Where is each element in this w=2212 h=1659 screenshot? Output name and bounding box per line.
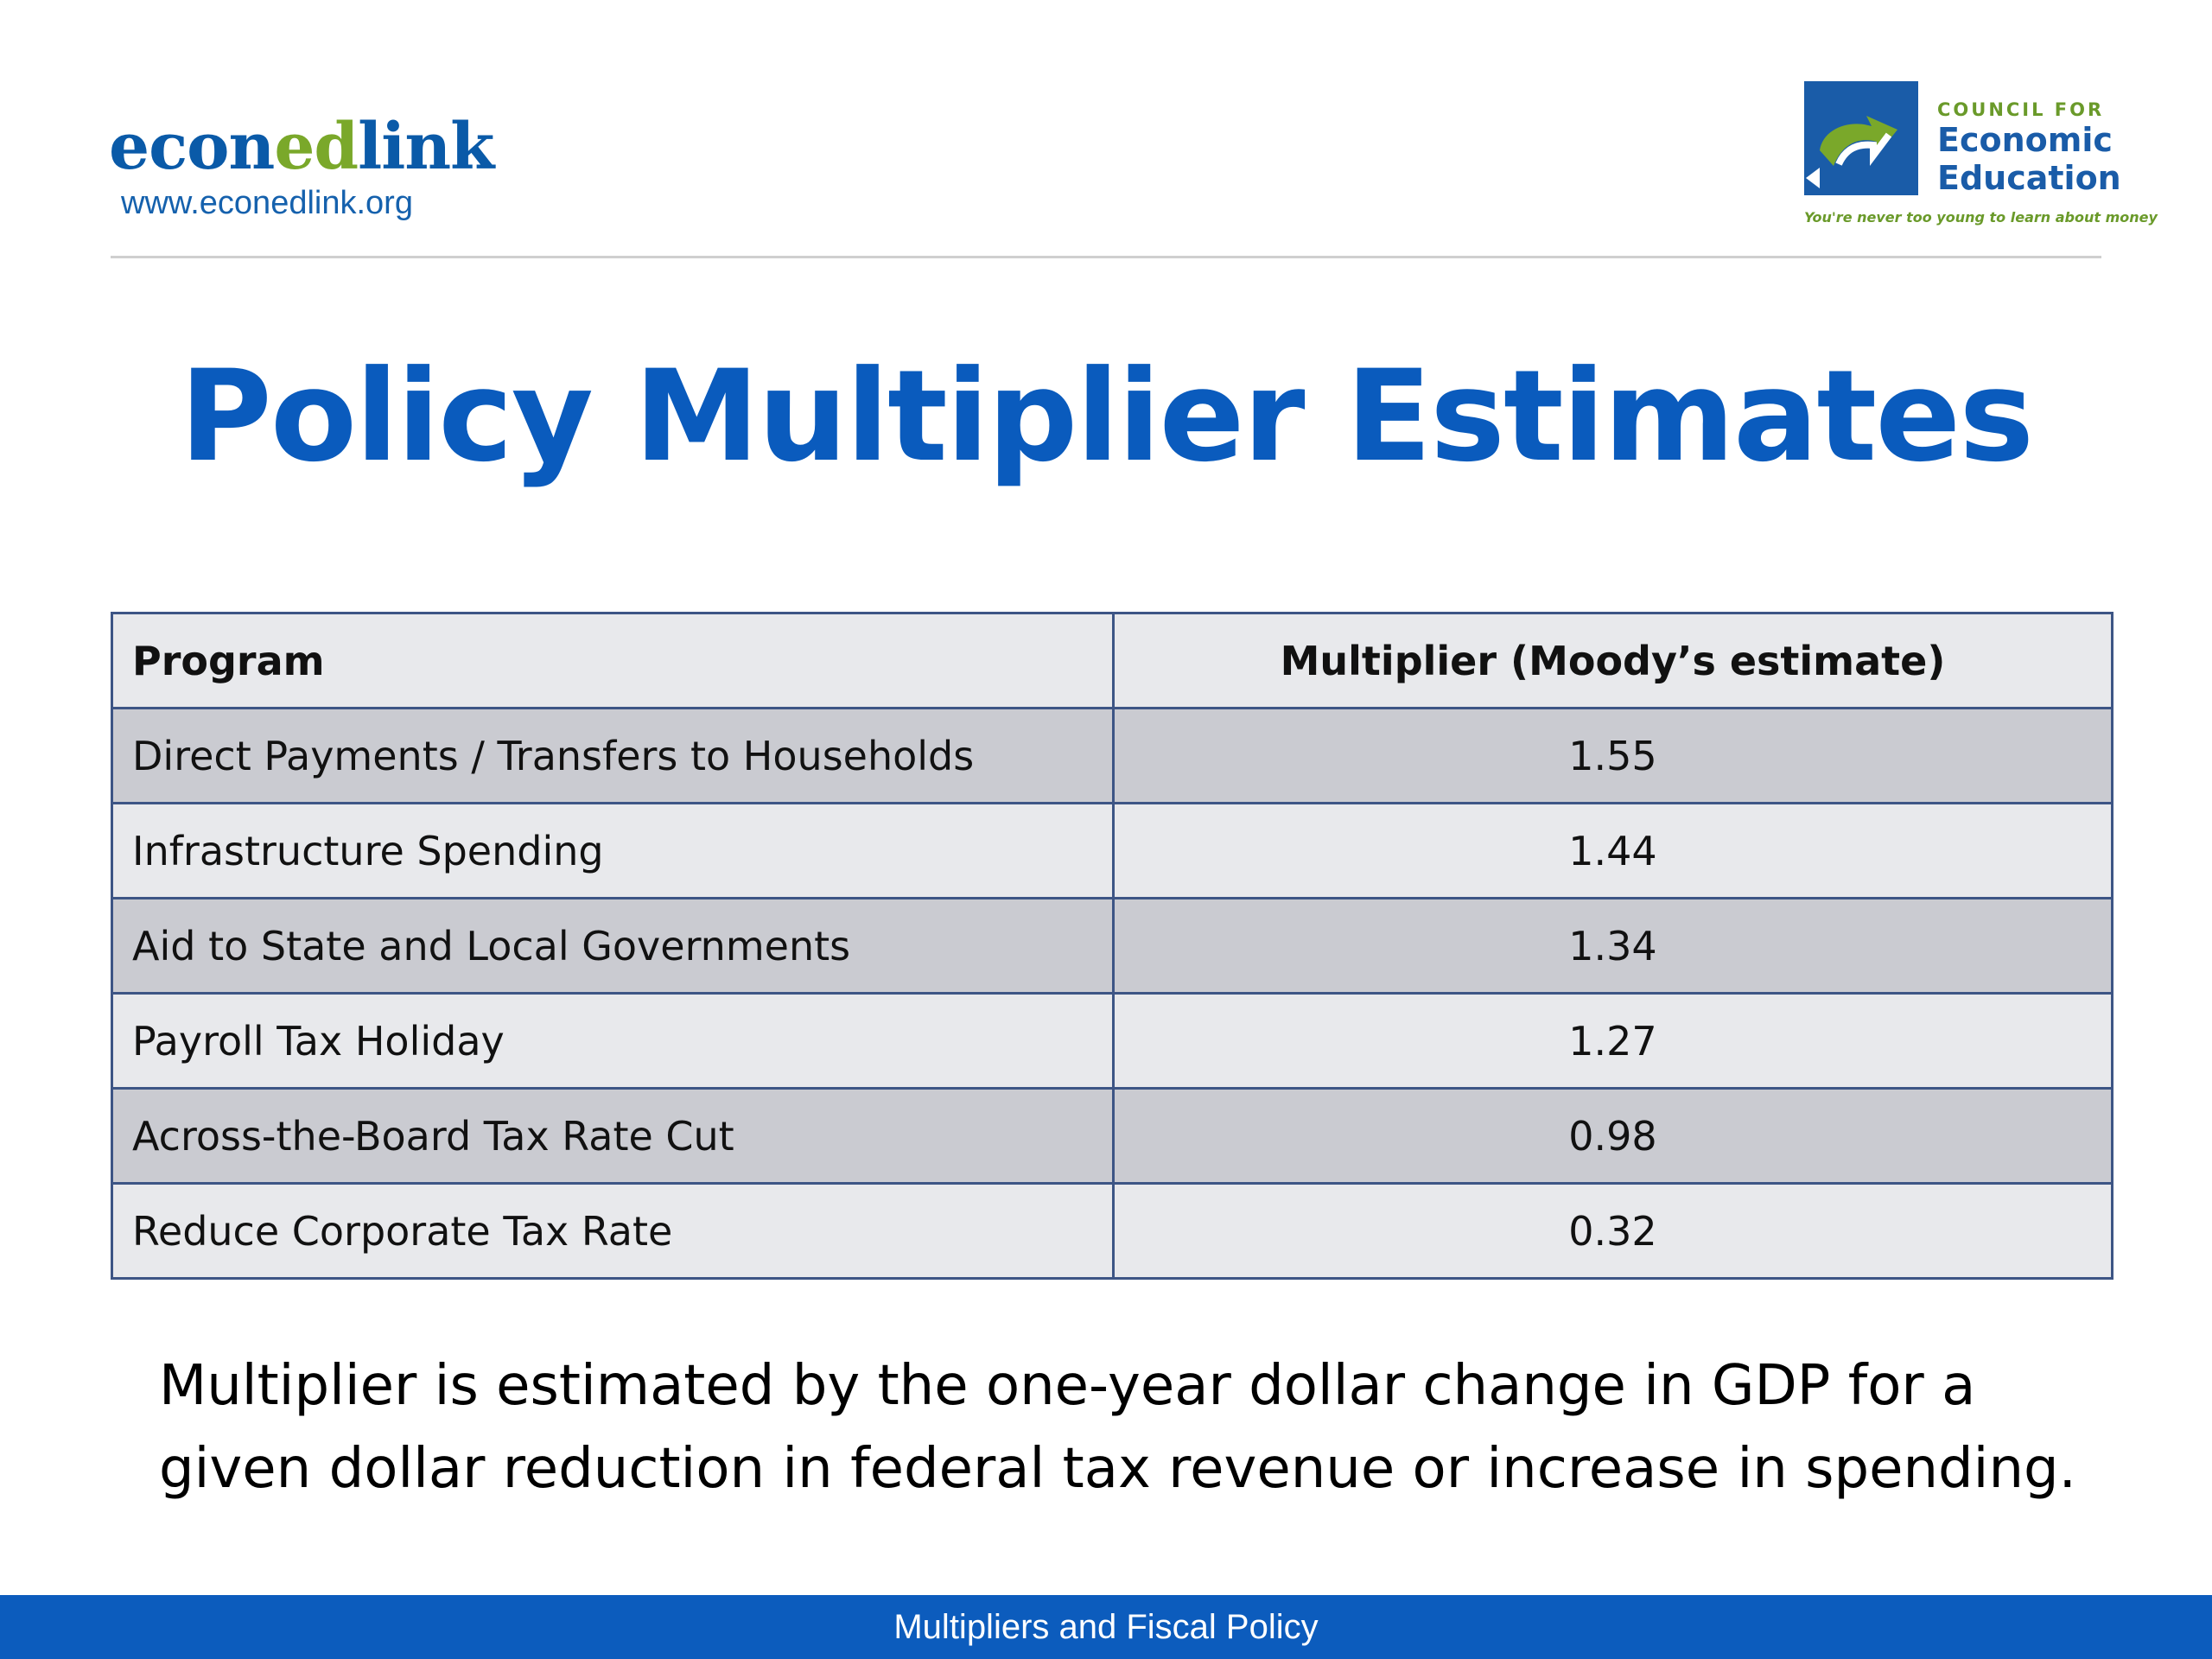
cee-council-for: COUNCIL FOR bbox=[1937, 99, 2105, 120]
cee-tagline: You're never too young to learn about mo… bbox=[1804, 209, 2158, 226]
table-row: Aid to State and Local Governments 1.34 bbox=[111, 897, 2113, 995]
program-cell: Across-the-Board Tax Rate Cut bbox=[111, 1087, 1115, 1185]
cee-text-block: COUNCIL FOR Economic Education bbox=[1937, 99, 2127, 197]
cee-logo: COUNCIL FOR Economic Education You're ne… bbox=[1804, 81, 2158, 228]
footer-bar: Multipliers and Fiscal Policy bbox=[0, 1595, 2212, 1659]
wordmark-link: link bbox=[358, 110, 494, 184]
table-row: Direct Payments / Transfers to Household… bbox=[111, 707, 2113, 804]
table-row: Payroll Tax Holiday 1.27 bbox=[111, 992, 2113, 1090]
program-cell: Direct Payments / Transfers to Household… bbox=[111, 707, 1115, 804]
footer-title: Multipliers and Fiscal Policy bbox=[893, 1608, 1319, 1646]
cee-arrow-icon bbox=[1804, 81, 1918, 195]
program-cell: Infrastructure Spending bbox=[111, 802, 1115, 899]
econedlink-wordmark: econedlink bbox=[109, 111, 506, 183]
multiplier-table: Program Multiplier (Moody’s estimate) Di… bbox=[111, 612, 2113, 1280]
program-cell: Aid to State and Local Governments bbox=[111, 897, 1115, 995]
header-multiplier: Multiplier (Moody’s estimate) bbox=[1112, 612, 2113, 709]
multiplier-cell: 0.32 bbox=[1112, 1182, 2113, 1280]
wordmark-ed: ed bbox=[274, 110, 359, 184]
table-row: Infrastructure Spending 1.44 bbox=[111, 802, 2113, 899]
econedlink-url: www.econedlink.org bbox=[121, 185, 413, 221]
multiplier-cell: 1.34 bbox=[1112, 897, 2113, 995]
header-program: Program bbox=[111, 612, 1115, 709]
econedlink-logo: econedlink www.econedlink.org bbox=[109, 111, 506, 232]
multiplier-cell: 1.44 bbox=[1112, 802, 2113, 899]
cee-economic: Economic bbox=[1937, 121, 2113, 159]
multiplier-cell: 1.27 bbox=[1112, 992, 2113, 1090]
program-cell: Payroll Tax Holiday bbox=[111, 992, 1115, 1090]
header-divider bbox=[111, 256, 2101, 258]
footnote-text: Multiplier is estimated by the one-year … bbox=[159, 1354, 2076, 1501]
multiplier-cell: 1.55 bbox=[1112, 707, 2113, 804]
table-header-row: Program Multiplier (Moody’s estimate) bbox=[111, 612, 2113, 709]
wordmark-econ: econ bbox=[109, 110, 275, 184]
table-row: Across-the-Board Tax Rate Cut 0.98 bbox=[111, 1087, 2113, 1185]
cee-education: Education bbox=[1937, 159, 2121, 197]
page-title: Policy Multiplier Estimates bbox=[179, 343, 2034, 490]
multiplier-cell: 0.98 bbox=[1112, 1087, 2113, 1185]
program-cell: Reduce Corporate Tax Rate bbox=[111, 1182, 1115, 1280]
table-row: Reduce Corporate Tax Rate 0.32 bbox=[111, 1182, 2113, 1280]
